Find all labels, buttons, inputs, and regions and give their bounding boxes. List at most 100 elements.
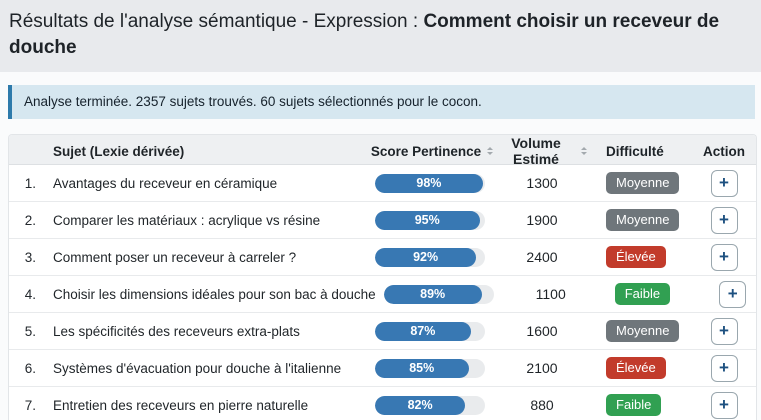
- plus-icon: +: [719, 247, 729, 266]
- score-cell: 98%: [367, 173, 497, 193]
- add-topic-button[interactable]: +: [710, 317, 738, 345]
- table-row: 6. Systèmes d'évacuation pour douche à l…: [9, 350, 756, 387]
- subject-label: Comment poser un receveur à carreler ?: [53, 249, 297, 265]
- difficulty-badge: Élevée: [606, 246, 666, 268]
- score-progress-track: 89%: [383, 284, 494, 304]
- row-number: 5.: [24, 323, 36, 339]
- sort-icon[interactable]: [581, 147, 587, 155]
- score-label: 98%: [416, 176, 442, 190]
- page-title-prefix: Résultats de l'analyse sémantique - Expr…: [9, 11, 424, 32]
- volume-value: 1100: [535, 286, 566, 302]
- column-header-volume[interactable]: Volume Estimé: [497, 135, 587, 167]
- subject-label: Avantages du receveur en céramique: [53, 175, 278, 191]
- score-progress-track: 92%: [375, 247, 485, 267]
- score-label: 92%: [413, 250, 439, 264]
- volume-value: 1300: [526, 175, 558, 191]
- score-progress-track: 85%: [375, 358, 485, 378]
- subject-label: Choisir les dimensions idéales pour son …: [53, 286, 376, 302]
- score-progress-fill: 87%: [375, 321, 471, 341]
- score-cell: 92%: [367, 247, 497, 267]
- add-topic-button[interactable]: +: [710, 391, 738, 419]
- score-progress-fill: 92%: [375, 247, 477, 267]
- plus-icon: +: [719, 358, 729, 377]
- difficulty-cell: Élevée: [587, 246, 692, 268]
- difficulty-cell: Moyenne: [587, 320, 692, 342]
- difficulty-badge: Moyenne: [606, 172, 680, 194]
- subject-label: Les spécificités des receveurs extra-pla…: [53, 323, 300, 339]
- table-row: 5. Les spécificités des receveurs extra-…: [9, 313, 756, 350]
- action-cell: +: [692, 354, 756, 382]
- subject-label: Comparer les matériaux : acrylique vs ré…: [53, 212, 321, 228]
- row-number: 4.: [24, 286, 36, 302]
- action-cell: +: [692, 169, 756, 197]
- title-strip: Résultats de l'analyse sémantique - Expr…: [0, 0, 761, 72]
- analysis-status-alert: Analyse terminée. 2357 sujets trouvés. 6…: [8, 85, 755, 119]
- row-number: 1.: [24, 175, 36, 191]
- score-label: 89%: [420, 287, 446, 301]
- score-progress-track: 87%: [375, 321, 485, 341]
- difficulty-cell: Moyenne: [587, 172, 692, 194]
- table-row: 1. Avantages du receveur en céramique 98…: [9, 165, 756, 202]
- column-header-score-label: Score Pertinence: [370, 143, 482, 159]
- score-progress-track: 82%: [375, 395, 485, 415]
- score-progress-track: 95%: [375, 210, 485, 230]
- difficulty-cell: Faible: [587, 394, 692, 416]
- difficulty-badge: Moyenne: [606, 209, 680, 231]
- column-header-action: Action: [703, 143, 745, 159]
- plus-icon: +: [719, 173, 729, 192]
- difficulty-badge: Moyenne: [606, 320, 680, 342]
- score-progress-fill: 89%: [383, 284, 482, 304]
- score-progress-fill: 95%: [375, 210, 480, 230]
- plus-icon: +: [719, 321, 729, 340]
- action-cell: +: [692, 206, 756, 234]
- add-topic-button[interactable]: +: [710, 206, 738, 234]
- volume-value: 2400: [526, 249, 558, 265]
- table-row: 3. Comment poser un receveur à carreler …: [9, 239, 756, 276]
- score-label: 85%: [409, 361, 435, 375]
- score-cell: 95%: [367, 210, 497, 230]
- plus-icon: +: [719, 395, 729, 414]
- add-topic-button[interactable]: +: [710, 169, 738, 197]
- column-header-volume-label: Volume Estimé: [511, 135, 561, 167]
- add-topic-button[interactable]: +: [710, 354, 738, 382]
- volume-value: 1600: [526, 323, 558, 339]
- score-cell: 82%: [367, 395, 497, 415]
- score-progress-fill: 82%: [375, 395, 466, 415]
- difficulty-cell: Élevée: [587, 357, 692, 379]
- subject-label: Systèmes d'évacuation pour douche à l'it…: [53, 360, 342, 376]
- score-cell: 85%: [367, 358, 497, 378]
- score-progress-fill: 85%: [375, 358, 469, 378]
- score-progress-fill: 98%: [375, 173, 483, 193]
- row-number: 7.: [24, 397, 36, 413]
- table-header-row: Sujet (Lexie dérivée) Score Pertinence V…: [9, 135, 756, 167]
- volume-value: 2100: [526, 360, 558, 376]
- plus-icon: +: [719, 210, 729, 229]
- column-header-difficulty: Difficulté: [606, 143, 664, 159]
- analysis-status-text: Analyse terminée. 2357 sujets trouvés. 6…: [24, 94, 482, 109]
- page-title: Résultats de l'analyse sémantique - Expr…: [9, 9, 747, 61]
- action-cell: +: [692, 391, 756, 419]
- column-header-score[interactable]: Score Pertinence: [367, 144, 497, 159]
- difficulty-cell: Moyenne: [587, 209, 692, 231]
- action-cell: +: [692, 317, 756, 345]
- score-label: 82%: [407, 398, 433, 412]
- results-table: Sujet (Lexie dérivée) Score Pertinence V…: [8, 134, 757, 420]
- action-cell: +: [692, 243, 756, 271]
- row-number: 6.: [24, 360, 36, 376]
- score-cell: 87%: [367, 321, 497, 341]
- score-label: 87%: [410, 324, 436, 338]
- difficulty-cell: Faible: [596, 283, 701, 305]
- volume-value: 1900: [526, 212, 558, 228]
- score-progress-track: 98%: [375, 173, 485, 193]
- subject-label: Entretien des receveurs en pierre nature…: [53, 397, 309, 413]
- column-header-subject: Sujet (Lexie dérivée): [53, 143, 185, 159]
- sort-icon[interactable]: [487, 147, 494, 155]
- table-row: 4. Choisir les dimensions idéales pour s…: [9, 276, 756, 313]
- row-number: 3.: [24, 249, 36, 265]
- difficulty-badge: Élevée: [606, 357, 666, 379]
- add-topic-button[interactable]: +: [719, 280, 747, 308]
- page-title-expression: Comment choisir un receveur de douche: [9, 11, 720, 58]
- add-topic-button[interactable]: +: [710, 243, 738, 271]
- table-row: 7. Entretien des receveurs en pierre nat…: [9, 387, 756, 420]
- volume-value: 880: [530, 397, 554, 413]
